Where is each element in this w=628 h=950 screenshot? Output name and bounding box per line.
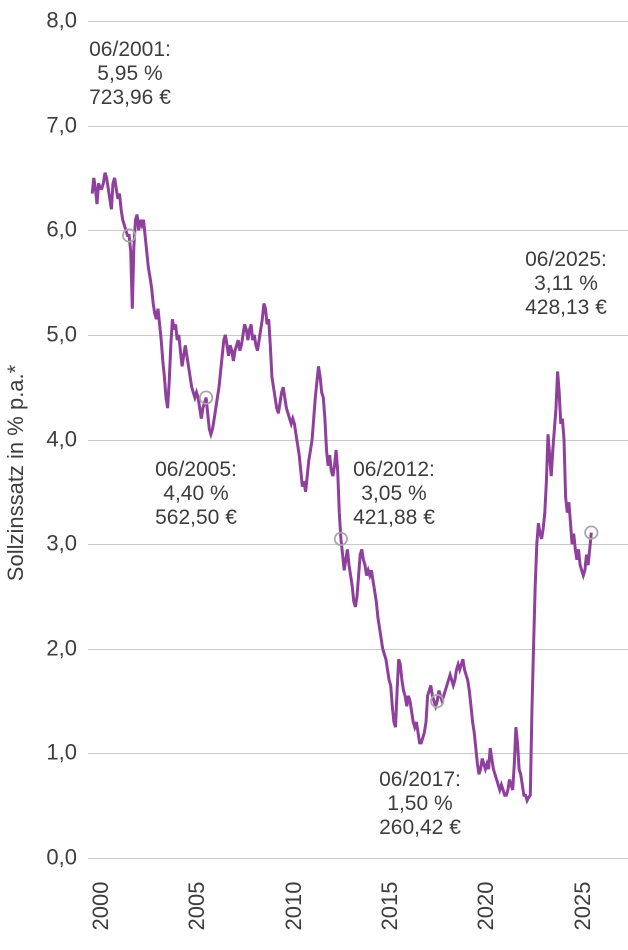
x-tick-label: 2000	[88, 881, 113, 931]
y-tick-label: 2,0	[46, 635, 77, 661]
annotation: 06/2017: 1,50 % 260,42 €	[379, 768, 461, 840]
annotation: 06/2005: 4,40 % 562,50 €	[155, 458, 237, 530]
x-tick-label: 2015	[376, 881, 402, 931]
annotation: 06/2025: 3,11 % 428,13 €	[525, 248, 607, 320]
annotation-payment: 723,96 €	[89, 86, 171, 109]
annotation-date: 06/2017:	[379, 768, 461, 791]
gridline	[88, 858, 628, 859]
y-tick-label: 0,0	[46, 844, 77, 870]
annotation-payment: 421,88 €	[353, 506, 435, 529]
annotation-rate: 5,95 %	[97, 62, 163, 85]
annotation-payment: 260,42 €	[379, 816, 461, 839]
gridline	[88, 21, 628, 22]
annotation: 06/2001: 5,95 % 723,96 €	[89, 38, 171, 110]
y-tick-label: 1,0	[46, 739, 77, 765]
gridline	[88, 125, 628, 127]
x-tick-label: 2025	[569, 881, 595, 931]
annotation-date: 06/2025:	[525, 248, 607, 271]
y-tick-label: 8,0	[46, 7, 77, 33]
x-tick-label: 2010	[280, 881, 306, 931]
annotation-date: 06/2005:	[155, 458, 237, 481]
annotation-rate: 3,05 %	[361, 482, 427, 505]
marker-circle	[122, 228, 137, 243]
y-tick-label: 7,0	[46, 112, 77, 138]
marker-circle	[584, 525, 599, 540]
annotation-date: 06/2012:	[353, 458, 435, 481]
y-tick-label: 3,0	[46, 530, 77, 556]
annotation-payment: 562,50 €	[155, 506, 237, 529]
gridline	[88, 230, 628, 232]
annotation-rate: 4,40 %	[163, 482, 229, 505]
x-tick-label: 2005	[184, 881, 210, 931]
x-tick-label: 2020	[473, 881, 499, 931]
gridline	[88, 753, 628, 755]
gridline	[88, 439, 628, 441]
annotation-rate: 1,50 %	[387, 792, 453, 815]
gridline	[88, 544, 628, 546]
rate-line	[90, 172, 593, 805]
annotation-payment: 428,13 €	[525, 296, 607, 319]
annotation-rate: 3,11 %	[534, 272, 598, 295]
marker-circle	[199, 390, 214, 405]
marker-circle	[430, 693, 445, 709]
gridline	[88, 648, 628, 650]
annotation-date: 06/2001:	[89, 38, 171, 61]
y-tick-label: 5,0	[46, 321, 77, 347]
y-tick-label: 6,0	[46, 216, 77, 242]
y-tick-label: 4,0	[46, 425, 77, 451]
annotation: 06/2012: 3,05 % 421,88 €	[353, 458, 435, 530]
marker-circle	[333, 531, 348, 547]
gridline	[88, 334, 628, 336]
